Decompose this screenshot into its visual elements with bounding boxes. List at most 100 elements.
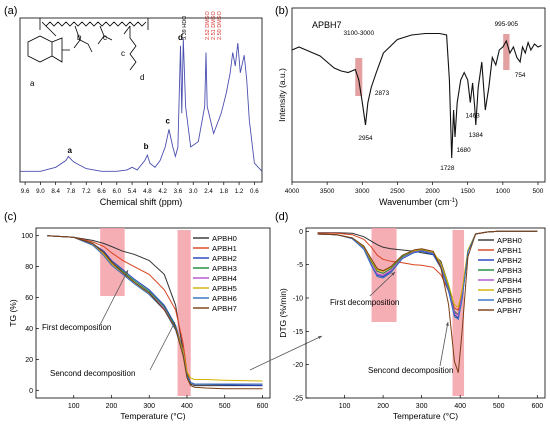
dtg-legend-label: APBH5 bbox=[497, 286, 522, 295]
ftir-x-tick-label: 500 bbox=[533, 188, 544, 195]
chemical-structure-drawing bbox=[27, 18, 149, 71]
panel-d-label: (d) bbox=[275, 211, 288, 223]
dtg-legend-label: APBH7 bbox=[497, 306, 522, 315]
benzene-ring bbox=[27, 35, 53, 63]
ftir-peak-label: 1728 bbox=[440, 165, 455, 172]
tg-legend-label: APBH2 bbox=[212, 254, 237, 263]
ftir-x-tick-label: 3500 bbox=[320, 188, 335, 195]
tg-legend-label: APBH0 bbox=[212, 234, 237, 243]
ftir-peak-label: 754 bbox=[515, 72, 526, 79]
static-layer: (a) (b) (c) (d) a b c c d 3.39 HDO 2.52 … bbox=[4, 5, 342, 223]
tg-annotation-arrow bbox=[99, 269, 129, 326]
dtg-x-tick-label: 300 bbox=[416, 403, 428, 410]
dtg-annotation-second: Sencond decomposition bbox=[368, 366, 453, 375]
dtg-x-tick-label: 100 bbox=[339, 403, 351, 410]
solvent-label-dmso-2: 2.51 DMSO bbox=[211, 11, 217, 40]
dtg-series-line bbox=[317, 230, 538, 373]
dtg-x-tick-label: 500 bbox=[493, 403, 505, 410]
dtg-y-axis-title: DTG (%/min) bbox=[278, 288, 288, 338]
tg-legend-label: APBH4 bbox=[212, 274, 237, 283]
tg-legend-label: APBH5 bbox=[212, 284, 237, 293]
dtg-y-tick-label: -20 bbox=[293, 362, 303, 369]
tg-x-tick-label: 200 bbox=[106, 403, 118, 410]
dtg-x-tick-label: 400 bbox=[454, 403, 466, 410]
solvent-label-dmso-3: 2.50 DMSO bbox=[217, 11, 223, 40]
tg-series-line bbox=[47, 235, 263, 387]
dtg-legend-label: APBH0 bbox=[497, 236, 522, 245]
nmr-x-tick-label: 2.4 bbox=[204, 188, 213, 195]
ftir-peak-label: 1680 bbox=[456, 147, 471, 154]
repeat-brackets bbox=[39, 18, 149, 30]
nmr-spectrum-line bbox=[20, 38, 263, 172]
tg-plot-frame bbox=[35, 227, 271, 399]
tg-annotation-arrowhead bbox=[124, 270, 128, 274]
dtg-legend-label: APBH1 bbox=[497, 246, 522, 255]
tg-highlight-band bbox=[100, 228, 125, 296]
nmr-peak-label-a: a bbox=[67, 146, 72, 155]
ftir-x-tick-label: 2000 bbox=[425, 188, 440, 195]
dtg-x-tick-label: 200 bbox=[377, 403, 389, 410]
tg-y-tick-label: 60 bbox=[25, 295, 33, 302]
tg-legend-label: APBH6 bbox=[212, 294, 237, 303]
nmr-peak-label-b: b bbox=[144, 142, 149, 151]
tg-x-tick-label: 400 bbox=[181, 403, 193, 410]
panel-c-label: (c) bbox=[4, 211, 17, 223]
dtg-series-line bbox=[317, 230, 538, 321]
nmr-x-tick-label: 6.6 bbox=[97, 188, 106, 195]
nmr-x-tick-label: 4.8 bbox=[143, 188, 152, 195]
side-chain-b bbox=[73, 25, 93, 53]
tg-y-axis-title: TG (%) bbox=[8, 299, 18, 327]
tg-x-axis-title: Temperature (°C) bbox=[120, 411, 185, 421]
nmr-x-tick-label: 1.8 bbox=[219, 188, 228, 195]
tg-y-tick-label: 20 bbox=[25, 357, 33, 364]
tg-x-tick-label: 600 bbox=[257, 403, 269, 410]
nmr-x-tick-label: 5.4 bbox=[128, 188, 137, 195]
nmr-x-tick-label: 0.6 bbox=[250, 188, 259, 195]
tg-y-tick-label: 80 bbox=[25, 264, 33, 271]
tg-x-tick-label: 100 bbox=[68, 403, 80, 410]
nmr-x-tick-label: 9.0 bbox=[36, 188, 45, 195]
dtg-legend-label: APBH2 bbox=[497, 256, 522, 265]
tg-x-tick-label: 300 bbox=[143, 403, 155, 410]
tg-legend-label: APBH7 bbox=[212, 304, 237, 313]
ftir-highlight-band bbox=[355, 58, 363, 96]
tg-legend-label: APBH1 bbox=[212, 244, 237, 253]
dtg-annotation-arrowhead bbox=[391, 272, 395, 276]
ftir-peak-label: 2954 bbox=[358, 135, 373, 142]
dtg-y-tick-label: -10 bbox=[293, 296, 303, 303]
polymer-backbone bbox=[41, 21, 147, 27]
nmr-peak-label-c: c bbox=[166, 116, 171, 125]
dtg-annotation-first: First decomposition bbox=[330, 298, 399, 307]
ftir-plot-frame bbox=[291, 7, 546, 183]
nmr-x-tick-label: 9.6 bbox=[21, 188, 30, 195]
dtg-legend-label: APBH4 bbox=[497, 276, 522, 285]
ftir-spectrum-line bbox=[291, 32, 542, 159]
imide-ring bbox=[51, 37, 63, 63]
nmr-x-tick-label: 3.0 bbox=[189, 188, 198, 195]
dtg-y-tick-label: -25 bbox=[293, 396, 303, 403]
tg-annotation-arrow bbox=[149, 321, 176, 371]
ftir-x-tick-label: 4000 bbox=[285, 188, 300, 195]
nmr-x-axis-title: Chemical shift (ppm) bbox=[100, 197, 183, 207]
ftir-peak-label: 3100-3000 bbox=[343, 30, 374, 37]
nmr-x-tick-label: 1.2 bbox=[235, 188, 244, 195]
ftir-highlight-band bbox=[503, 34, 510, 70]
tg-highlight-band bbox=[177, 230, 191, 396]
ftir-x-axis-title: Wavenumber (cm-1) bbox=[379, 197, 458, 207]
dtg-plot-frame bbox=[305, 227, 546, 399]
ftir-y-axis-title: Intensity (a.u.) bbox=[277, 68, 287, 122]
side-chain-d bbox=[123, 25, 137, 71]
dtg-annotation-arrow bbox=[369, 271, 396, 297]
dtg-y-tick-label: -5 bbox=[297, 262, 303, 269]
ftir-peak-label: 995-905 bbox=[495, 21, 519, 28]
dtg-x-tick-label: 600 bbox=[531, 403, 543, 410]
ftir-sample-title: APBH7 bbox=[312, 20, 342, 30]
dtg-y-tick-label: 0 bbox=[299, 229, 303, 236]
side-chain-c bbox=[97, 25, 113, 45]
ftir-peak-label: 1384 bbox=[469, 132, 484, 139]
nmr-x-tick-label: 6.0 bbox=[112, 188, 121, 195]
panel-b-label: (b) bbox=[275, 5, 288, 17]
tg-y-tick-label: 40 bbox=[25, 326, 33, 333]
tg-annotation-first: First decomposition bbox=[42, 323, 111, 332]
